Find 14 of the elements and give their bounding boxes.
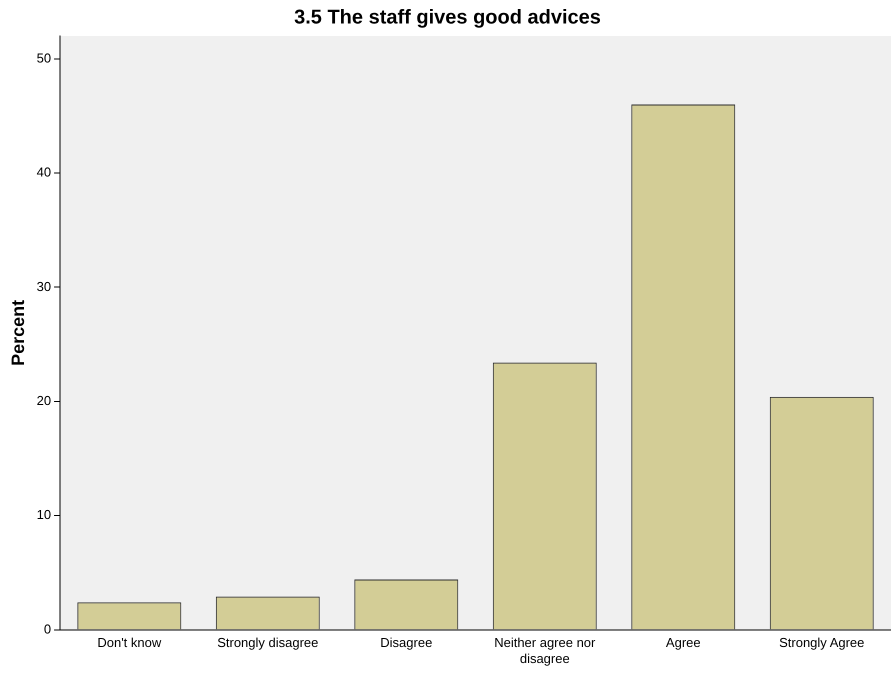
chart-title: 3.5 The staff gives good advices [294, 6, 601, 29]
x-tick-label: Agree [666, 635, 701, 650]
y-tick-label: 40 [36, 164, 52, 180]
y-tick-label: 0 [44, 621, 52, 636]
x-tick-label: Don't know [97, 635, 162, 650]
x-tick-label: Disagree [380, 635, 432, 650]
y-tick-label: 50 [36, 50, 52, 66]
y-tick-label: 10 [36, 507, 52, 522]
y-tick-label: 30 [36, 278, 52, 294]
y-axis-title: Percent [8, 300, 28, 366]
x-tick-label: Neither agree nor disagree [494, 635, 596, 666]
x-tick-label: Strongly Agree [779, 635, 864, 650]
y-tick-label: 20 [36, 392, 52, 408]
x-tick-label: Strongly disagree [217, 635, 318, 650]
